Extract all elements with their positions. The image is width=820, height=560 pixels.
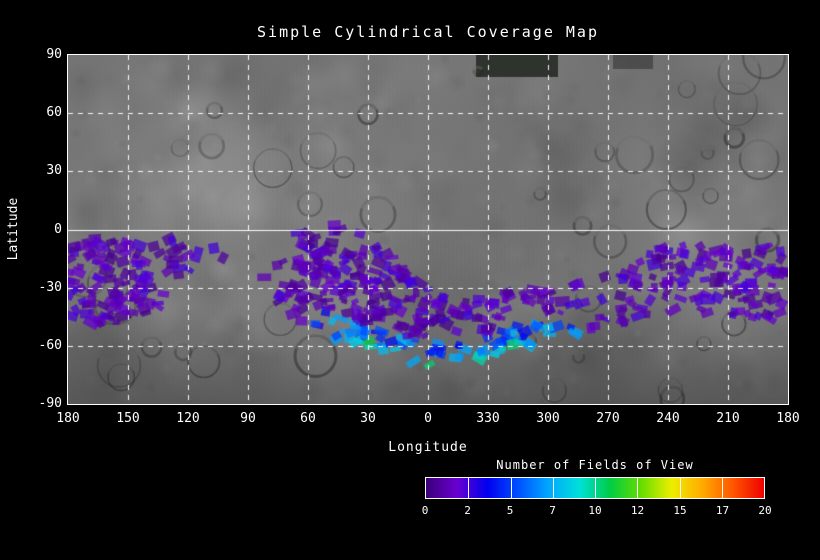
x-tick-label: 180	[776, 411, 800, 426]
x-tick-label: 90	[240, 411, 256, 426]
colorbar-label: Number of Fields of View	[496, 458, 694, 472]
colorbar-divider	[510, 478, 512, 498]
colorbar-tick-label: 7	[549, 504, 556, 517]
x-tick-label: 150	[116, 411, 140, 426]
colorbar-tick-label: 15	[673, 504, 687, 517]
colorbar-tick-label: 5	[506, 504, 514, 517]
y-tick-label: -30	[38, 279, 62, 295]
colorbar-tick-label: 20	[758, 504, 772, 517]
x-tick-label: 120	[176, 411, 200, 426]
plot-title: Simple Cylindrical Coverage Map	[257, 23, 599, 41]
x-tick-label: 300	[536, 411, 560, 426]
y-tick-label: 30	[46, 163, 62, 179]
y-tick-label: 0	[54, 221, 62, 237]
y-axis-label: Latitude	[6, 197, 21, 261]
colorbar-divider	[679, 478, 681, 498]
colorbar-tick-labels: 0 2 5 7 10 12 15 17 20	[422, 504, 772, 518]
colorbar-tick-label: 12	[630, 504, 645, 517]
y-tick-label: 90	[46, 47, 62, 62]
x-tick-label: 330	[476, 411, 500, 426]
colorbar-tick-label: 2	[464, 504, 471, 517]
x-tick-label: 0	[424, 411, 432, 426]
y-tick-label: -60	[38, 337, 62, 353]
colorbar-tick-label: 17	[715, 504, 730, 517]
colorbar-divider	[637, 478, 639, 498]
colorbar-divider	[468, 478, 470, 498]
x-tick-label: 180	[56, 411, 80, 426]
colorbar-gradient	[425, 477, 765, 499]
colorbar-divider	[595, 478, 596, 498]
x-tick-label: 30	[360, 411, 376, 426]
colorbar-divider	[552, 478, 554, 498]
colorbar-tick-label: 10	[588, 504, 602, 517]
coverage-map-canvas	[67, 54, 789, 405]
x-tick-label: 60	[300, 411, 316, 426]
x-tick-label: 240	[656, 411, 680, 426]
x-axis-label: Longitude	[388, 440, 468, 455]
colorbar-tick-label: 0	[421, 504, 429, 517]
x-tick-label: 270	[596, 411, 620, 426]
y-tick-label: 60	[46, 105, 62, 121]
y-tick-label: -90	[38, 396, 62, 411]
x-tick-label: 210	[716, 411, 740, 426]
colorbar-divider	[721, 478, 723, 498]
